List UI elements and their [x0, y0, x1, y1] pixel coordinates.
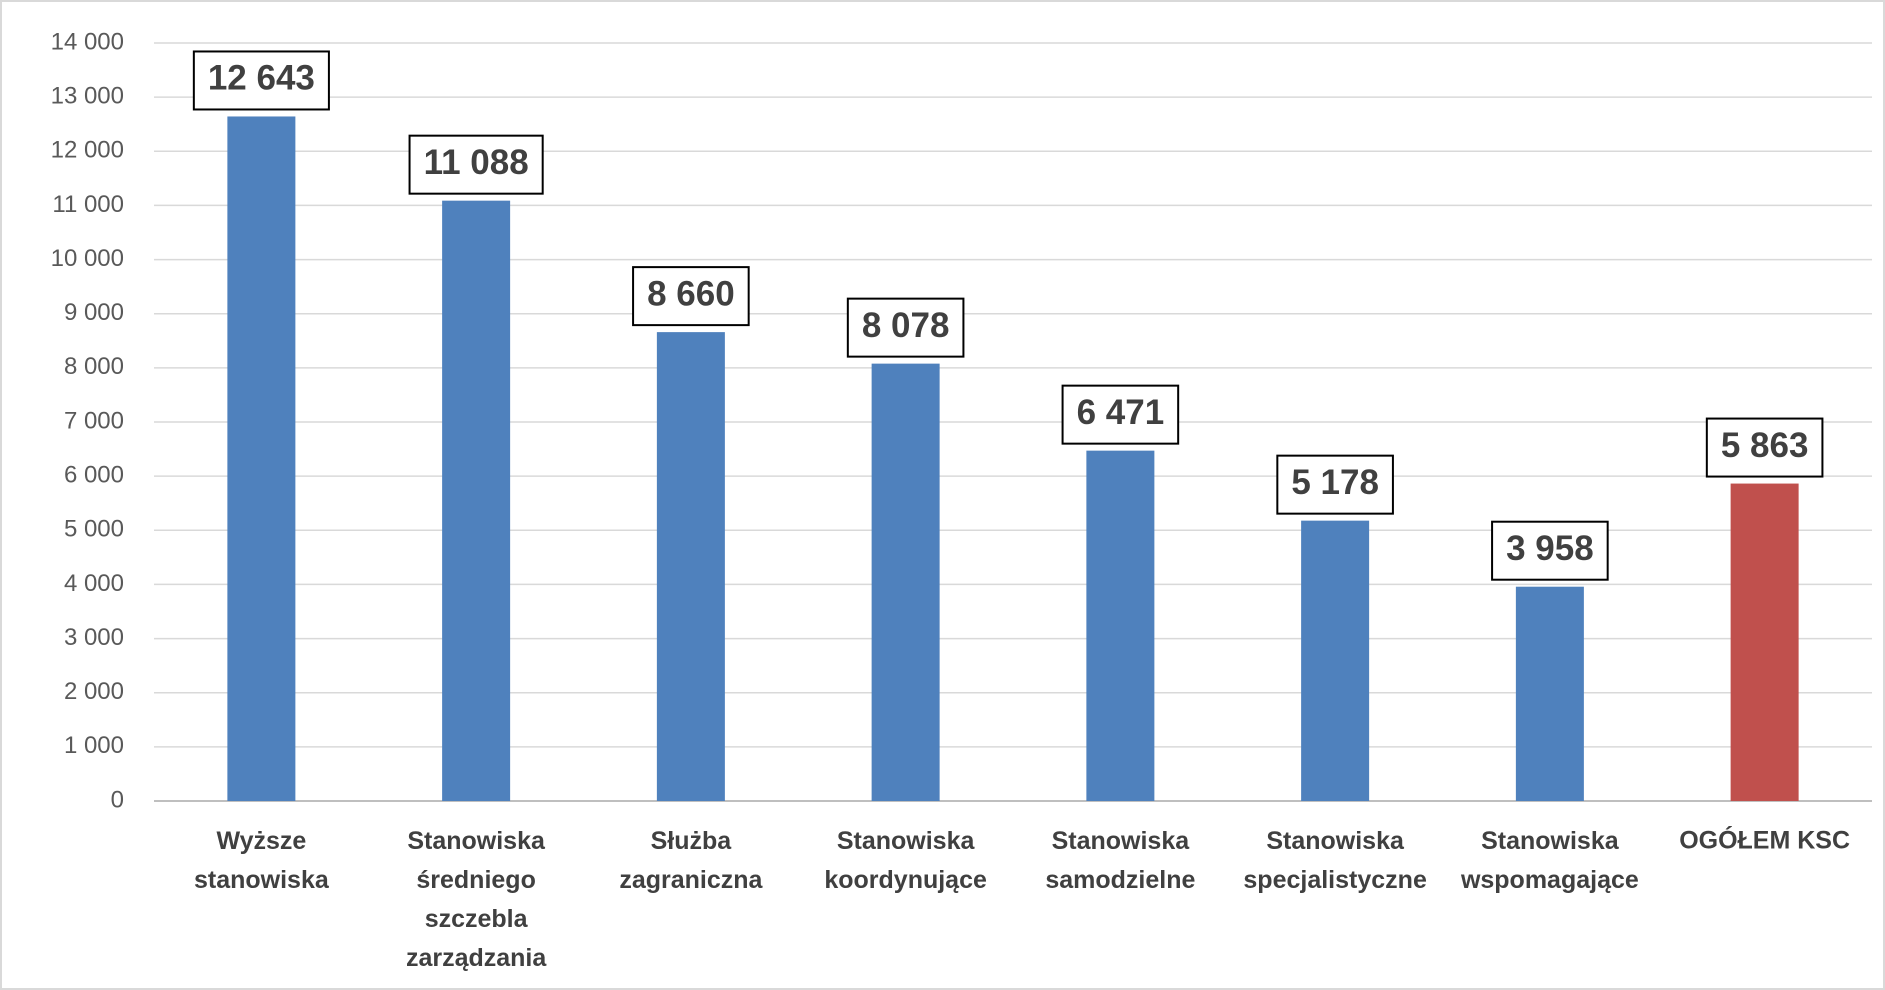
x-tick-label: Służba zagraniczna [619, 827, 763, 894]
value-label: 8 078 [862, 306, 950, 345]
value-label-box [192, 50, 330, 111]
y-tick-label: 8 000 [64, 353, 124, 380]
y-tick-label: 2 000 [64, 678, 124, 705]
value-label: 6 471 [1077, 393, 1165, 432]
x-tick-label: Stanowiska specjalistyczne [1243, 827, 1427, 894]
bar [442, 200, 511, 801]
value-label-box [632, 266, 750, 327]
bar [871, 363, 940, 801]
value-label: 8 660 [647, 274, 735, 313]
y-tick-label: 3 000 [64, 624, 124, 651]
bar [1301, 520, 1370, 801]
y-tick-label: 1 000 [64, 732, 124, 759]
y-tick-label: 6 000 [64, 461, 124, 488]
y-tick-label: 5 000 [64, 516, 124, 543]
x-tick-label: Wyższe stanowiska [194, 827, 330, 894]
x-tick-label: Stanowiska koordynujące [824, 827, 987, 894]
y-tick-label: 4 000 [64, 570, 124, 597]
value-label-box [1491, 520, 1609, 581]
value-label-box [1061, 384, 1180, 445]
bar [1515, 586, 1584, 801]
y-tick-label: 12 000 [51, 137, 124, 164]
x-tick-label: OGÓŁEM KSC [1679, 825, 1850, 855]
value-label-box [846, 297, 965, 358]
value-label: 3 958 [1506, 529, 1594, 568]
value-label: 5 178 [1291, 463, 1379, 502]
y-tick-label: 13 000 [51, 82, 124, 109]
x-tick-label: Stanowiska wspomagające [1460, 827, 1639, 894]
value-label-box [1705, 417, 1824, 478]
y-tick-label: 9 000 [64, 299, 124, 326]
y-tick-label: 11 000 [52, 191, 124, 218]
bar [227, 116, 296, 801]
value-label-box [1276, 454, 1394, 515]
y-tick-label: 14 000 [51, 28, 124, 55]
bar [1086, 450, 1155, 801]
x-tick-label: Stanowiska samodzielne [1045, 827, 1195, 894]
y-tick-label: 10 000 [51, 245, 124, 272]
value-label-box [408, 134, 544, 195]
bar [1730, 483, 1799, 801]
value-label: 11 088 [424, 143, 529, 182]
value-label: 5 863 [1721, 426, 1809, 465]
y-tick-label: 0 [111, 786, 124, 813]
value-label: 12 643 [208, 59, 315, 98]
y-tick-label: 7 000 [64, 407, 124, 434]
bar [656, 332, 725, 801]
x-tick-label: Stanowiska średniego szczebla zarządzania [406, 827, 547, 972]
